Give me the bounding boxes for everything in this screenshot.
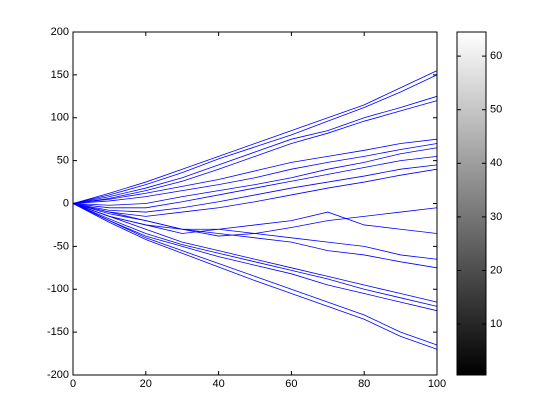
colorbar-tick-label: 10 xyxy=(490,318,502,330)
series-line xyxy=(72,168,438,217)
series-line xyxy=(72,100,438,204)
x-tick-label: 100 xyxy=(428,378,446,390)
series-line xyxy=(72,203,438,269)
y-tick-label: 50 xyxy=(57,155,69,167)
series-line xyxy=(72,203,438,303)
colorbar-tick-label: 30 xyxy=(490,211,502,223)
colorbar-tick-label: 40 xyxy=(490,157,502,169)
y-tick-label: 0 xyxy=(63,197,69,209)
series-line xyxy=(72,95,438,204)
series-line xyxy=(72,70,438,204)
colorbar-tick-label: 50 xyxy=(490,104,502,116)
series-line xyxy=(72,155,438,209)
series-line xyxy=(72,74,438,204)
y-tick-label: -200 xyxy=(47,369,69,381)
series-line xyxy=(72,143,438,204)
y-tick-label: 100 xyxy=(51,112,69,124)
y-tick-label: 200 xyxy=(51,26,69,38)
series-line xyxy=(72,203,438,260)
series-line xyxy=(72,147,438,206)
series-line xyxy=(72,203,438,346)
colorbar-tick-label: 60 xyxy=(490,50,502,62)
y-tick-label: -100 xyxy=(47,283,69,295)
series-line xyxy=(72,164,438,213)
x-tick-label: 0 xyxy=(70,378,76,390)
colorbar xyxy=(456,31,487,376)
series-line xyxy=(72,203,438,312)
series-line xyxy=(72,138,438,204)
series-line xyxy=(72,203,438,350)
series-line xyxy=(72,203,438,307)
colorbar-tick-label: 20 xyxy=(490,264,502,276)
x-tick-label: 80 xyxy=(358,378,370,390)
x-tick-label: 40 xyxy=(212,378,224,390)
y-tick-label: -50 xyxy=(53,240,69,252)
plot-area xyxy=(73,32,437,375)
x-tick-label: 60 xyxy=(285,378,297,390)
y-tick-label: 150 xyxy=(51,69,69,81)
x-tick-label: 20 xyxy=(140,378,152,390)
y-tick-label: -150 xyxy=(47,326,69,338)
